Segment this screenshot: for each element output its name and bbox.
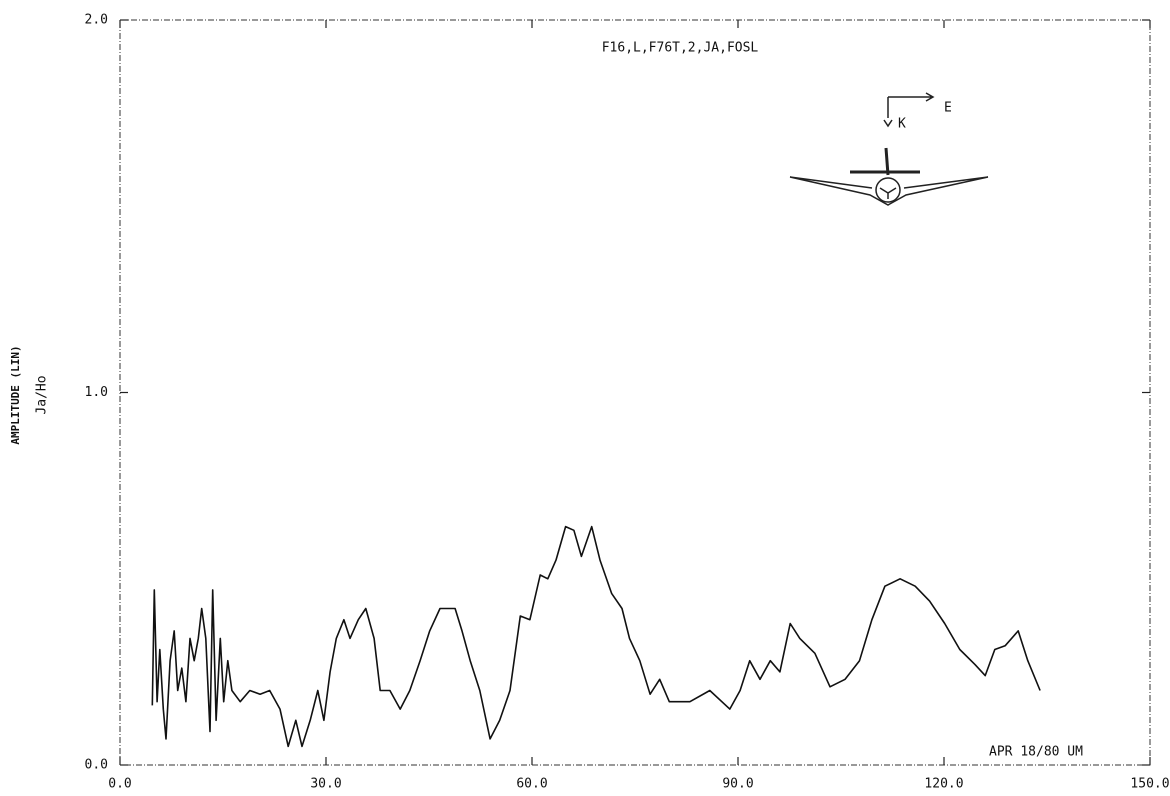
data-line: [151, 525, 1041, 748]
aircraft-diagram: [789, 92, 989, 206]
x-tick-label: 60.0: [516, 777, 547, 792]
aircraft-fuselage: [875, 177, 901, 203]
chart-title: F16,L,F76T,2,JA,FOSL: [602, 41, 759, 56]
x-tick-label: 90.0: [722, 777, 753, 792]
annotation: APR 18/80 UM: [989, 745, 1083, 760]
x-tick-label: 0.0: [108, 777, 131, 792]
diagram-label: K: [898, 117, 906, 132]
y-axis-label: AMPLITUDE (LIN): [9, 345, 22, 444]
aircraft-nose: [879, 187, 897, 199]
x-tick-label: 30.0: [310, 777, 341, 792]
diagram-label: E: [944, 101, 952, 116]
aircraft-tail: [850, 147, 920, 176]
x-tick-label: 150.0: [1130, 777, 1169, 792]
x-tick-label: 120.0: [924, 777, 963, 792]
y-tick-label: 1.0: [85, 385, 108, 400]
y-axis-sublabel: Ja/Ho: [35, 375, 50, 414]
plot-frame: [119, 19, 1151, 766]
aircraft-wings: [789, 176, 989, 206]
vector-arrows: [883, 92, 935, 128]
y-tick-label: 2.0: [85, 13, 108, 28]
y-tick-label: 0.0: [85, 758, 108, 773]
